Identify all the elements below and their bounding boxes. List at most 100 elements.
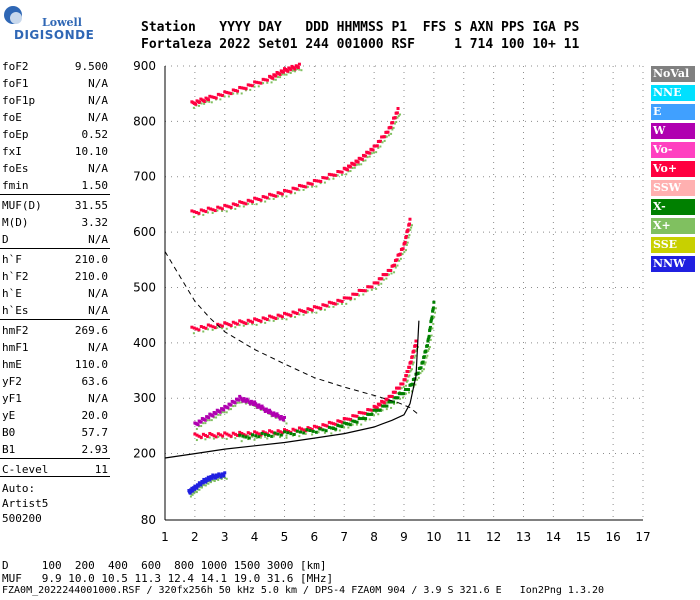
echo-point	[272, 197, 275, 200]
echo-point	[289, 71, 292, 74]
echo-point	[385, 277, 388, 280]
echo-point	[208, 419, 211, 422]
echo-point	[417, 371, 421, 375]
echo-point	[247, 400, 251, 404]
echo-point	[261, 430, 265, 434]
echo-point	[296, 66, 300, 70]
echo-point	[334, 173, 338, 177]
echo-point	[240, 398, 244, 402]
param-value: N/A	[88, 304, 108, 317]
echo-point	[242, 324, 245, 327]
echo-point	[274, 317, 278, 321]
param-row: yF2 63.6	[0, 373, 110, 390]
echo-point	[206, 206, 210, 210]
echo-point	[323, 431, 326, 434]
echo-point	[197, 328, 201, 332]
param-name: h`E	[2, 287, 22, 300]
echo-point	[306, 181, 310, 185]
echo-point	[336, 174, 339, 177]
echo-point	[246, 399, 250, 403]
echo-point	[195, 427, 198, 430]
echo-point	[431, 306, 435, 310]
param-value: N/A	[88, 233, 108, 246]
echo-point	[306, 311, 309, 314]
echo-point	[407, 375, 410, 378]
echo-point	[387, 134, 390, 137]
echo-point	[385, 401, 388, 404]
echo-point	[371, 148, 375, 152]
echo-point	[206, 419, 209, 422]
echo-point	[200, 486, 203, 489]
x-tick-label: 16	[605, 530, 620, 544]
echo-point	[425, 344, 429, 348]
echo-point	[399, 252, 403, 256]
echo-point	[321, 423, 325, 427]
echo-point	[315, 311, 318, 314]
echo-point	[199, 486, 202, 489]
echo-point	[297, 62, 301, 66]
echo-point	[319, 182, 322, 185]
echo-point	[408, 365, 412, 369]
echo-point	[306, 426, 310, 430]
echo-point	[338, 429, 341, 432]
echo-point	[312, 305, 316, 309]
echo-point	[255, 323, 258, 326]
echo-point	[227, 205, 231, 209]
echo-point	[285, 189, 289, 193]
param-row: yE 20.0	[0, 407, 110, 424]
echo-point	[192, 326, 196, 330]
echo-point	[252, 403, 256, 407]
echo-point	[248, 402, 252, 406]
echo-point	[401, 247, 405, 251]
echo-point	[257, 403, 261, 407]
echo-point	[279, 414, 283, 418]
echo-point	[324, 429, 328, 433]
echo-point	[233, 432, 237, 436]
echo-point	[259, 198, 263, 202]
echo-point	[329, 426, 333, 430]
echo-point	[212, 95, 216, 99]
echo-point	[257, 432, 261, 436]
echo-point	[258, 405, 262, 409]
param-row: foEp 0.52	[0, 126, 110, 143]
echo-point	[327, 425, 331, 429]
echo-point	[206, 328, 209, 331]
echo-point	[274, 194, 278, 198]
echo-point	[204, 422, 207, 425]
echo-point	[428, 327, 432, 331]
echo-point	[402, 385, 405, 388]
echo-point	[218, 410, 222, 414]
echo-point	[424, 361, 427, 364]
echo-point	[416, 378, 419, 381]
echo-point	[257, 197, 261, 201]
echo-point	[195, 439, 198, 442]
echo-point	[195, 491, 198, 494]
echo-point	[327, 420, 331, 424]
echo-point	[390, 272, 393, 275]
echo-point	[359, 417, 363, 421]
echo-point	[375, 411, 378, 414]
param-row: D N/A	[0, 231, 110, 248]
x-tick-label: 2	[191, 530, 199, 544]
echo-point	[332, 422, 336, 426]
echo-point	[396, 264, 399, 267]
echo-point	[355, 414, 359, 418]
echo-point	[233, 321, 237, 325]
echo-point	[221, 209, 224, 212]
echo-point	[419, 372, 422, 375]
param-value: N/A	[88, 162, 108, 175]
echo-point	[406, 388, 410, 392]
echo-point	[336, 169, 340, 173]
legend-item: SSW	[651, 180, 695, 196]
echo-point	[198, 488, 201, 491]
echo-point	[247, 434, 250, 437]
echo-point	[266, 437, 269, 440]
echo-point	[395, 111, 399, 115]
echo-point	[246, 83, 250, 87]
echo-point	[285, 195, 288, 198]
echo-point	[208, 431, 212, 435]
echo-point	[396, 392, 399, 395]
legend-item: SSE	[651, 237, 695, 253]
echo-point	[233, 401, 237, 405]
echo-point	[234, 207, 237, 210]
